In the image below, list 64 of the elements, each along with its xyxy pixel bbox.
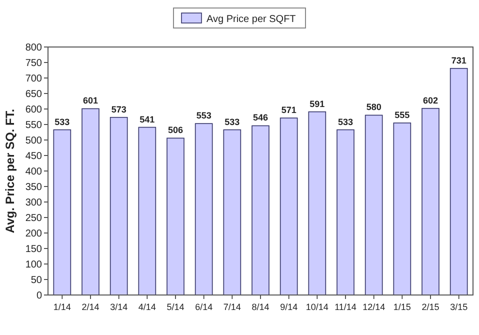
y-axis-title: Avg. Price per SQ. FT. (3, 108, 17, 234)
bar (422, 108, 440, 296)
bar (138, 126, 156, 296)
bar (364, 114, 383, 296)
y-tick-label: 0 (36, 290, 42, 302)
x-tick-label: 11/14 (334, 302, 356, 312)
y-tick-label: 50 (30, 275, 42, 286)
bar (223, 129, 242, 296)
y-tick-label: 800 (25, 42, 42, 54)
y-tick-label: 300 (25, 198, 42, 208)
y-tick-label: 450 (25, 151, 42, 162)
data-label: 571 (281, 104, 296, 115)
y-tick-label: 100 (25, 260, 42, 270)
y-tick-label: 250 (25, 213, 42, 224)
x-tick-label: 1/15 (393, 302, 411, 312)
y-tick-label: 400 (25, 166, 42, 178)
x-tick-label: 3/14 (110, 302, 128, 312)
data-label: 533 (54, 116, 70, 127)
bar (336, 129, 354, 296)
data-label: 533 (224, 116, 240, 127)
y-tick-label: 500 (25, 136, 42, 146)
data-label: 541 (140, 114, 155, 124)
bar (450, 68, 468, 296)
bar (166, 138, 184, 296)
y-tick-label: 700 (25, 74, 42, 84)
x-tick-label: 10/14 (306, 302, 328, 312)
x-tick-label: 12/14 (362, 302, 386, 312)
data-label: 533 (338, 116, 354, 127)
data-label: 573 (111, 104, 126, 114)
y-tick-label: 650 (25, 89, 42, 100)
y-tick-label: 150 (25, 244, 42, 255)
y-tick-label: 350 (25, 182, 42, 193)
data-label: 591 (310, 98, 325, 109)
y-tick-label: 200 (25, 228, 42, 240)
data-label: 601 (82, 96, 98, 106)
bar (194, 123, 213, 296)
data-label: 553 (196, 110, 212, 121)
legend-label: Avg Price per SQFT (206, 14, 296, 25)
bar (252, 125, 270, 296)
x-tick-label: 9/14 (280, 302, 298, 312)
data-label: 555 (394, 110, 410, 120)
data-label: 580 (366, 102, 382, 112)
x-tick-label: 3/15 (450, 302, 468, 312)
data-label: 546 (252, 112, 268, 123)
bar (82, 108, 100, 296)
bar (53, 129, 72, 296)
data-label: 506 (168, 125, 184, 136)
x-tick-label: 2/14 (82, 302, 100, 312)
x-tick-label: 4/14 (138, 302, 156, 312)
y-tick-label: 750 (25, 58, 42, 69)
y-tick-label: 600 (25, 104, 42, 116)
x-tick-label: 1/14 (53, 302, 71, 312)
data-label: 602 (422, 95, 438, 106)
x-tick-label: 5/14 (166, 302, 184, 312)
bar (393, 122, 412, 296)
bar (308, 111, 326, 296)
data-label: 731 (451, 55, 466, 66)
x-tick-label: 6/14 (195, 302, 213, 312)
bar (110, 116, 128, 296)
x-tick-label: 7/14 (223, 302, 241, 312)
x-tick-label: 8/14 (252, 302, 270, 312)
y-tick-label: 550 (25, 120, 42, 131)
x-tick-label: 2/15 (422, 302, 440, 312)
bar (280, 118, 298, 296)
